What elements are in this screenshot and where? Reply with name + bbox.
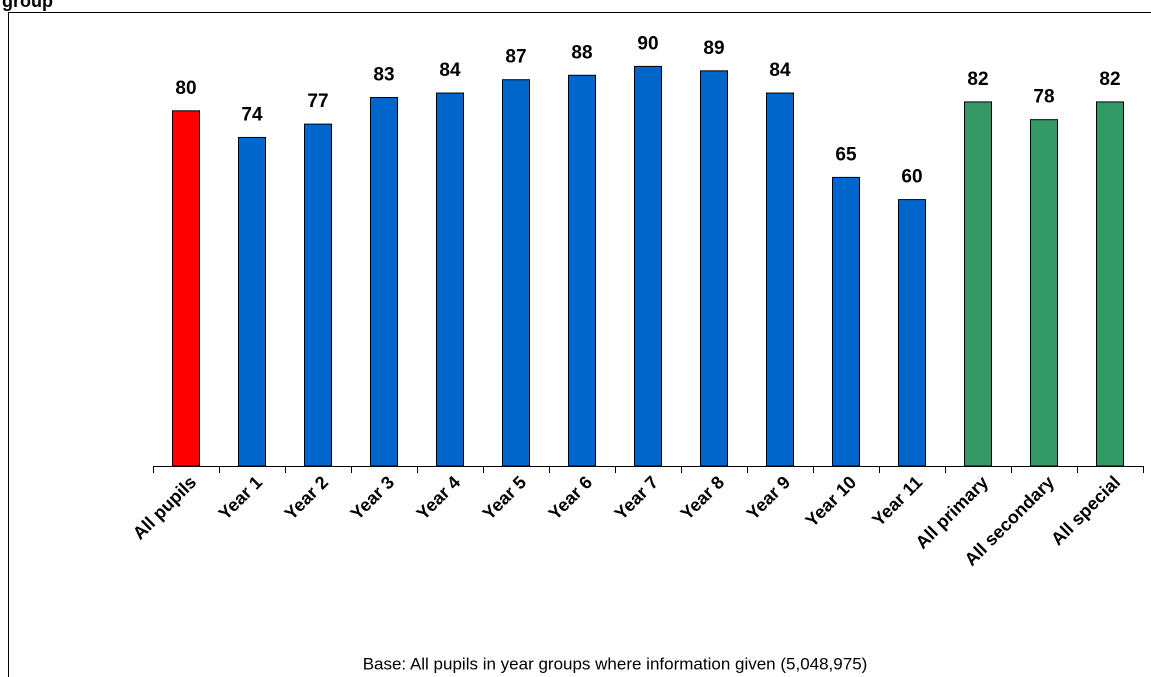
bar [634, 65, 662, 467]
value-label: 77 [307, 91, 328, 112]
chart-title: group [2, 0, 53, 11]
bar [502, 79, 530, 467]
bar [436, 92, 464, 467]
value-label: 78 [1033, 87, 1054, 108]
bar [832, 176, 860, 467]
value-label: 83 [373, 64, 394, 85]
base-note: Base: All pupils in year groups where in… [363, 654, 868, 673]
value-label: 60 [901, 167, 922, 188]
value-label: 80 [175, 78, 196, 99]
value-label: 87 [505, 47, 526, 68]
value-label: 89 [703, 38, 724, 59]
value-label: 74 [241, 104, 263, 125]
bar [1096, 101, 1124, 467]
value-label: 84 [769, 60, 791, 81]
bar [1030, 119, 1058, 467]
value-label: 84 [439, 60, 461, 81]
value-label: 65 [835, 144, 857, 165]
bar [766, 92, 794, 467]
bar [370, 96, 398, 467]
bar [700, 70, 728, 467]
bar [304, 123, 332, 467]
value-label: 82 [1099, 69, 1120, 90]
bar [568, 74, 596, 467]
bar [238, 136, 266, 467]
value-label: 90 [637, 33, 658, 54]
value-label: 88 [571, 42, 592, 63]
bar [964, 101, 992, 467]
value-label: 82 [967, 69, 988, 90]
bar [172, 110, 200, 467]
bar [898, 199, 926, 467]
